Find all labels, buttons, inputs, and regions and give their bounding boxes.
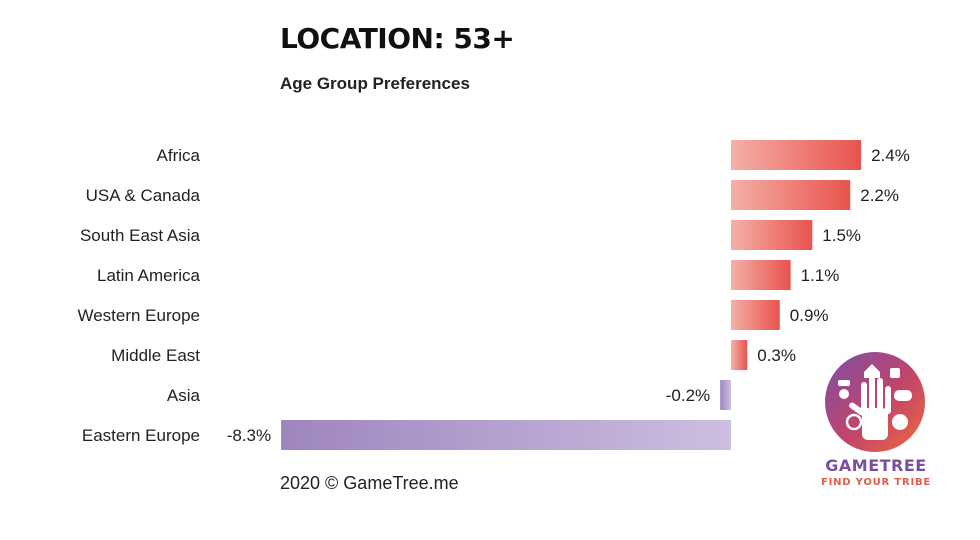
value-label: 0.3% bbox=[757, 346, 796, 365]
chart-title: LOCATION: 53+ bbox=[280, 22, 515, 55]
chart-subtitle: Age Group Preferences bbox=[280, 74, 470, 93]
gametree-logo: GAMETREE FIND YOUR TRIBE bbox=[818, 350, 934, 492]
value-label: 1.1% bbox=[801, 266, 840, 285]
bar bbox=[731, 300, 780, 330]
category-label: Eastern Europe bbox=[82, 426, 200, 445]
bar bbox=[731, 220, 813, 250]
category-label: Middle East bbox=[111, 346, 200, 365]
value-label: 0.9% bbox=[790, 306, 829, 325]
bar bbox=[720, 380, 731, 410]
logo-tagline: FIND YOUR TRIBE bbox=[820, 477, 932, 488]
gametree-emblem-icon bbox=[825, 352, 925, 452]
category-label: Western Europe bbox=[77, 306, 200, 325]
category-label: Latin America bbox=[97, 266, 201, 285]
bar bbox=[731, 340, 748, 370]
value-label: 2.4% bbox=[871, 146, 910, 165]
category-label: Africa bbox=[157, 146, 201, 165]
value-label: -8.3% bbox=[227, 426, 271, 445]
category-label: USA & Canada bbox=[86, 186, 201, 205]
value-label: -0.2% bbox=[666, 386, 710, 405]
logo-name: GAMETREE bbox=[825, 456, 927, 475]
bar bbox=[731, 140, 862, 170]
category-label: South East Asia bbox=[80, 226, 201, 245]
copyright-footer: 2020 © GameTree.me bbox=[280, 473, 459, 493]
value-label: 1.5% bbox=[822, 226, 861, 245]
bar bbox=[281, 420, 731, 450]
category-label: Asia bbox=[167, 386, 201, 405]
bar bbox=[731, 180, 851, 210]
value-label: 2.2% bbox=[860, 186, 899, 205]
bar bbox=[731, 260, 791, 290]
